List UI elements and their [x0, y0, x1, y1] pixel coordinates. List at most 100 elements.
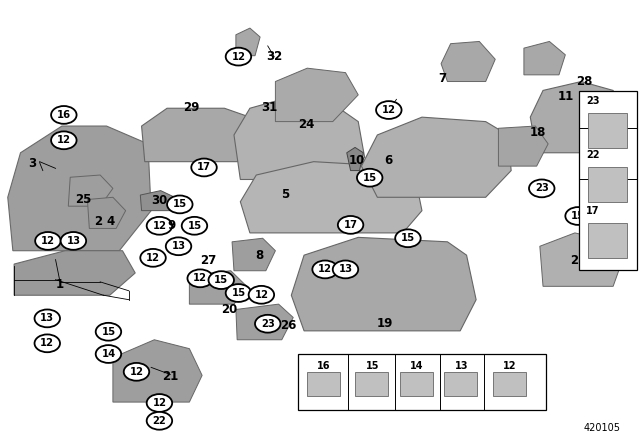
FancyBboxPatch shape: [493, 372, 526, 396]
Circle shape: [147, 394, 172, 412]
Text: 420105: 420105: [584, 423, 621, 433]
Text: 13: 13: [67, 236, 81, 246]
Text: 14: 14: [101, 349, 116, 359]
Circle shape: [226, 284, 251, 302]
Polygon shape: [275, 68, 358, 121]
Text: 10: 10: [349, 154, 365, 167]
Polygon shape: [236, 304, 293, 340]
Text: 13: 13: [454, 361, 468, 370]
Text: 2: 2: [94, 215, 102, 228]
Circle shape: [96, 323, 121, 340]
Polygon shape: [14, 251, 135, 295]
Text: 23: 23: [586, 95, 600, 106]
Text: 12: 12: [152, 398, 166, 408]
Circle shape: [338, 216, 364, 234]
Circle shape: [226, 47, 251, 65]
Polygon shape: [189, 271, 246, 304]
Text: 12: 12: [40, 338, 54, 348]
FancyBboxPatch shape: [355, 372, 388, 396]
Polygon shape: [68, 175, 113, 206]
Text: 24: 24: [298, 118, 314, 131]
Text: 15: 15: [571, 211, 585, 221]
FancyBboxPatch shape: [307, 372, 340, 396]
Text: 17: 17: [586, 206, 600, 216]
Text: 18: 18: [530, 126, 546, 139]
Polygon shape: [362, 117, 511, 197]
Text: 12: 12: [152, 221, 166, 231]
Text: 31: 31: [261, 101, 277, 114]
Circle shape: [357, 169, 383, 187]
Text: 15: 15: [232, 288, 246, 298]
Circle shape: [529, 180, 554, 197]
Text: 8: 8: [255, 249, 264, 262]
Text: 12: 12: [193, 273, 207, 283]
Text: 9: 9: [168, 219, 175, 232]
Polygon shape: [140, 190, 175, 211]
Circle shape: [565, 207, 591, 225]
Text: 15: 15: [214, 275, 228, 285]
Polygon shape: [241, 162, 422, 233]
Circle shape: [51, 131, 77, 149]
Text: 15: 15: [363, 172, 377, 183]
FancyBboxPatch shape: [298, 354, 546, 409]
Circle shape: [147, 217, 172, 235]
Text: 21: 21: [162, 370, 179, 383]
Polygon shape: [234, 99, 365, 180]
FancyBboxPatch shape: [588, 167, 627, 202]
Polygon shape: [540, 233, 623, 286]
Polygon shape: [113, 340, 202, 402]
Text: 32: 32: [266, 50, 282, 63]
Circle shape: [124, 363, 149, 381]
Circle shape: [147, 412, 172, 430]
Text: 19: 19: [377, 317, 393, 330]
Text: 12: 12: [57, 135, 71, 145]
Text: 16: 16: [57, 110, 71, 120]
Circle shape: [35, 334, 60, 352]
Text: 28: 28: [576, 75, 593, 88]
Polygon shape: [88, 197, 125, 228]
Circle shape: [312, 260, 338, 278]
Circle shape: [96, 345, 121, 363]
Polygon shape: [499, 126, 548, 166]
Text: 7: 7: [438, 73, 447, 86]
FancyBboxPatch shape: [588, 223, 627, 258]
Circle shape: [209, 271, 234, 289]
Circle shape: [51, 106, 77, 124]
Text: 25: 25: [75, 193, 91, 206]
Circle shape: [191, 159, 217, 177]
Text: 17: 17: [344, 220, 358, 230]
Circle shape: [61, 232, 86, 250]
Circle shape: [167, 195, 193, 213]
Text: 1: 1: [56, 278, 64, 291]
Text: 12: 12: [254, 290, 268, 300]
Text: 12: 12: [41, 236, 55, 246]
Text: 13: 13: [339, 264, 353, 275]
Text: 23: 23: [535, 183, 548, 194]
Text: 23: 23: [261, 319, 275, 329]
Text: 13: 13: [172, 241, 186, 251]
Text: 22: 22: [152, 416, 166, 426]
Text: 11: 11: [557, 90, 573, 103]
FancyBboxPatch shape: [444, 372, 477, 396]
Circle shape: [182, 217, 207, 235]
Text: 16: 16: [317, 361, 331, 370]
Polygon shape: [236, 28, 260, 56]
Text: 12: 12: [129, 367, 143, 377]
FancyBboxPatch shape: [579, 91, 637, 270]
Text: 13: 13: [40, 314, 54, 323]
Text: 4: 4: [107, 215, 115, 228]
Polygon shape: [531, 82, 623, 153]
Circle shape: [376, 101, 401, 119]
Text: 20: 20: [221, 303, 237, 316]
Circle shape: [395, 229, 420, 247]
Polygon shape: [441, 42, 495, 82]
Polygon shape: [8, 126, 151, 251]
Text: 15: 15: [401, 233, 415, 243]
FancyBboxPatch shape: [399, 372, 433, 396]
Text: 12: 12: [382, 105, 396, 115]
Text: 15: 15: [188, 221, 202, 231]
Text: 17: 17: [197, 163, 211, 172]
Polygon shape: [524, 42, 565, 75]
Text: 12: 12: [146, 253, 160, 263]
Circle shape: [35, 310, 60, 327]
